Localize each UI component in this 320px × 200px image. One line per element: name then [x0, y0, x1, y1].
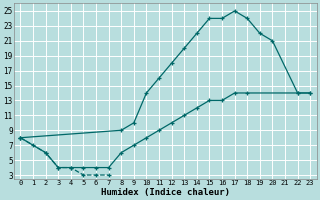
- X-axis label: Humidex (Indice chaleur): Humidex (Indice chaleur): [101, 188, 230, 197]
